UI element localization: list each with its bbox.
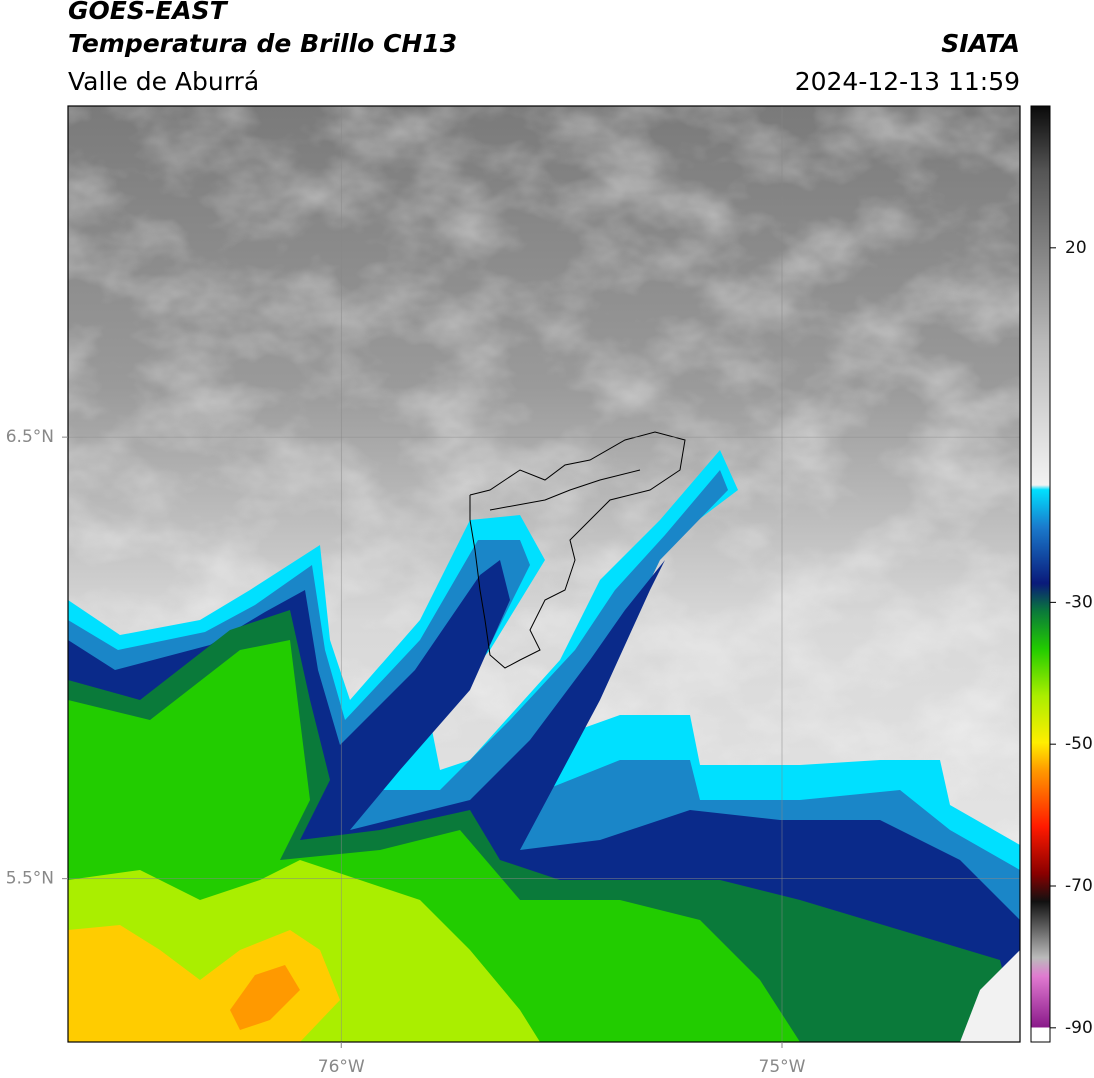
- colorbar-tick-label: -50: [1065, 734, 1093, 754]
- title: GOES-EAST: [68, 0, 229, 25]
- grid: [68, 106, 1020, 1042]
- clear-gap: [960, 950, 1020, 1042]
- colorbar-tick-label: -30: [1065, 592, 1093, 612]
- x-tick-label: 75°W: [759, 1057, 806, 1077]
- overshooting-core: [230, 965, 300, 1030]
- municipal-boundaries-inner: [489, 469, 641, 511]
- map-image: [68, 106, 1020, 1042]
- x-tick-label: 76°W: [318, 1057, 365, 1077]
- source: SIATA: [941, 29, 1020, 58]
- subtitle: Temperatura de Brillo CH13: [68, 29, 457, 58]
- y-tick-label: 6.5°N: [6, 427, 54, 447]
- datetime: 2024-12-13 11:59: [795, 67, 1020, 96]
- colorbar: [1030, 105, 1051, 1043]
- map-frame: [67, 105, 1021, 1043]
- y-tick-label: 5.5°N: [6, 869, 54, 889]
- municipal-boundaries: [469, 431, 686, 669]
- region: Valle de Aburrá: [68, 67, 259, 96]
- colorbar-tick-label: 20: [1065, 238, 1087, 258]
- colorbar-tick-label: -90: [1065, 1018, 1093, 1038]
- colorbar-tick-label: -70: [1065, 876, 1093, 896]
